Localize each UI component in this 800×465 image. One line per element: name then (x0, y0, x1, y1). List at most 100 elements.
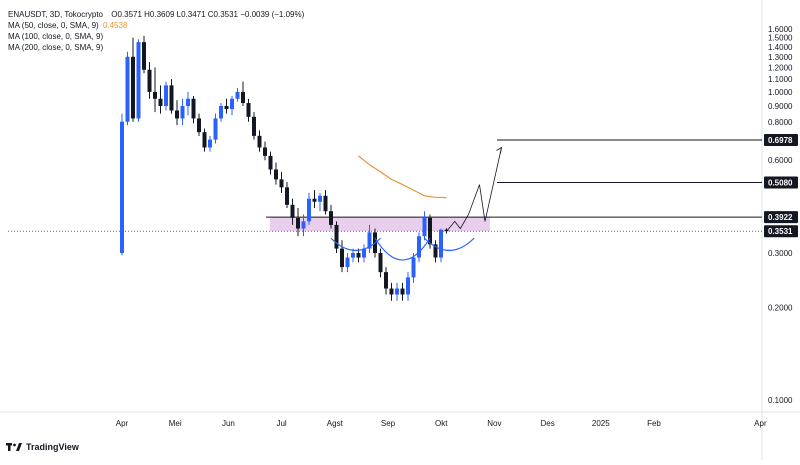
x-tick-label: Sep (381, 419, 396, 428)
ohlc-values: O0.3571 H0.3609 L0.3471 C0.3531 −0.0039 … (111, 10, 305, 19)
candle-body (417, 236, 421, 258)
x-tick-label: Agst (327, 419, 344, 428)
candle-body (268, 155, 273, 170)
candle-body (356, 252, 361, 258)
candle-body (120, 121, 124, 253)
candle-body (433, 244, 438, 258)
candle-body (125, 56, 130, 122)
x-tick-label: Apr (754, 419, 767, 428)
y-tick-label: 1.2000 (768, 63, 793, 72)
candle-body (301, 221, 306, 229)
pattern-arc (374, 237, 431, 261)
candle-body (296, 217, 300, 229)
candle-body (318, 195, 322, 202)
price-label-box (764, 134, 798, 147)
y-tick-label: 1.5000 (768, 34, 793, 43)
y-tick-label: 1.3000 (768, 53, 793, 62)
candle-body (422, 217, 427, 237)
x-tick-label: Okt (435, 419, 448, 428)
x-tick-label: Jun (222, 419, 235, 428)
candle-body (219, 105, 223, 119)
candle-body (367, 232, 372, 249)
price-label: 0.3922 (768, 213, 793, 222)
price-label: 0.3531 (768, 227, 793, 236)
candle-body (164, 85, 168, 106)
candle-body (334, 224, 339, 249)
candle-body (329, 211, 333, 225)
ma50-value: 0.4538 (102, 21, 128, 30)
ma100-label: MA (100, close, 0, SMA, 9) (8, 32, 104, 41)
y-tick-label: 0.3000 (768, 249, 793, 258)
ma50-line (358, 155, 447, 199)
candle-body (131, 56, 135, 119)
y-tick-label: 0.1000 (768, 396, 793, 405)
candle-body (312, 198, 317, 202)
candle-body (362, 248, 366, 258)
candle-body (147, 69, 152, 92)
candle-body (378, 252, 383, 273)
ma100-row[interactable]: MA (100, close, 0, SMA, 9) (8, 31, 304, 42)
candle-body (428, 217, 432, 245)
candle-body (257, 135, 262, 148)
candle-body (279, 179, 284, 188)
candle-body (389, 288, 394, 295)
x-tick-label: Nov (487, 419, 501, 428)
symbol-row: ENAUSDT, 3D, Tokocrypto O0.3571 H0.3609 … (8, 9, 304, 20)
y-tick-label: 0.8000 (768, 118, 793, 127)
y-tick-label: 1.1000 (768, 75, 793, 84)
candle-body (235, 91, 240, 99)
candle-body (186, 98, 190, 106)
tradingview-brand[interactable]: TradingView (6, 442, 79, 452)
candle-body (285, 187, 289, 205)
x-tick-label: 2025 (592, 419, 610, 428)
candle-body (142, 42, 146, 70)
price-label-box (764, 211, 798, 224)
price-label: 0.5080 (768, 179, 793, 188)
candle-body (444, 229, 449, 232)
x-tick-label: Jul (276, 419, 286, 428)
candle-body (224, 105, 229, 109)
candle-body (180, 105, 185, 119)
candle-body (252, 116, 256, 136)
tradingview-logo-icon (6, 442, 22, 452)
x-tick-label: Feb (647, 419, 661, 428)
candle-body (169, 85, 174, 111)
candle-body (290, 204, 295, 218)
x-tick-label: Mei (169, 419, 182, 428)
candle-body (323, 195, 328, 212)
candle-body (406, 277, 410, 295)
candle-body (197, 118, 201, 133)
candle-body (439, 229, 443, 258)
x-tick-label: Des (540, 419, 554, 428)
candle-body (340, 248, 344, 268)
candle-body (136, 42, 141, 119)
ma50-row[interactable]: MA (50, close, 0, SMA, 9) 0.4538 (8, 20, 304, 31)
symbol-label: ENAUSDT, 3D, Tokocrypto (8, 10, 103, 19)
ma200-row[interactable]: MA (200, close, 0, SMA, 9) (8, 42, 304, 53)
candle-body (400, 288, 405, 295)
candle-body (263, 147, 267, 156)
candle-body (213, 118, 218, 140)
y-tick-label: 0.6000 (768, 156, 793, 165)
y-tick-label: 0.9000 (768, 102, 793, 111)
candle-body (274, 169, 278, 180)
x-tick-label: Apr (116, 419, 129, 428)
candle-body (395, 288, 399, 295)
ma50-label: MA (50, close, 0, SMA, 9) (8, 21, 99, 30)
resistance-zone (270, 217, 490, 232)
y-tick-label: 1.4000 (768, 43, 793, 52)
candle-body (246, 103, 251, 117)
candle-body (384, 272, 388, 289)
candle-body (191, 98, 196, 119)
candle-body (241, 91, 245, 104)
candle-body (230, 98, 234, 109)
y-tick-label: 1.6000 (768, 25, 793, 34)
pattern-arc (330, 237, 381, 252)
price-label: 0.6978 (768, 136, 793, 145)
candle-body (307, 198, 311, 222)
pattern-arc (424, 237, 475, 252)
y-tick-label: 1.0000 (768, 88, 793, 97)
candle-body (153, 91, 157, 99)
